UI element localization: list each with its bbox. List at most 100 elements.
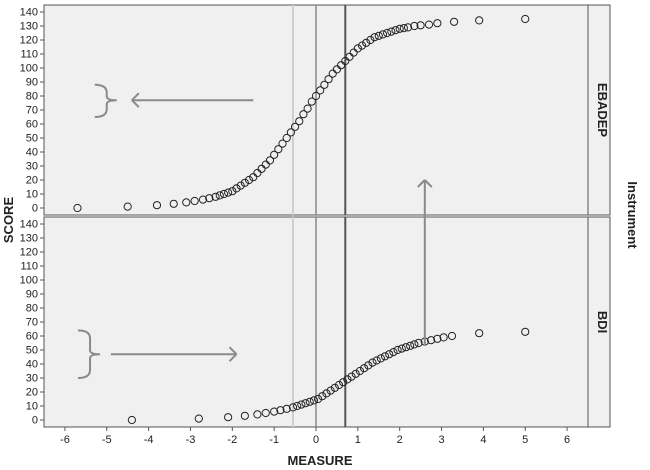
arrow-head	[228, 346, 238, 362]
y-tick-label: 0	[32, 415, 38, 427]
bracket-top	[94, 83, 117, 118]
data-point	[368, 358, 377, 367]
y-tick-label: 70	[26, 105, 38, 117]
data-point	[224, 413, 233, 422]
reference-lines	[291, 5, 347, 427]
y-tick-label: 90	[26, 289, 38, 301]
data-point	[387, 27, 396, 36]
data-point	[360, 364, 369, 373]
data-point	[328, 69, 337, 78]
y-tick-label: 60	[26, 119, 38, 131]
data-point	[299, 110, 308, 119]
data-point	[424, 20, 434, 29]
data-point	[303, 104, 312, 113]
data-point	[332, 65, 342, 74]
data-point	[355, 366, 365, 376]
y-tick-label: 80	[26, 303, 38, 315]
y-tick-label: 10	[26, 401, 38, 413]
data-point	[397, 344, 406, 353]
y-tick-label: 90	[26, 77, 38, 89]
data-point	[410, 21, 419, 31]
y-tick-label: 120	[20, 35, 38, 47]
data-point	[249, 173, 258, 182]
data-point	[257, 164, 266, 173]
data-point	[123, 202, 132, 211]
y-tick-label: 30	[26, 373, 38, 385]
data-point	[265, 156, 275, 165]
data-point	[320, 80, 329, 89]
x-tick-label: -2	[227, 434, 237, 446]
data-point	[334, 380, 344, 390]
data-point	[414, 338, 423, 348]
data-point	[341, 56, 350, 66]
data-point	[372, 356, 381, 365]
data-point	[426, 336, 436, 345]
x-tick-label: 1	[355, 434, 361, 446]
data-point	[253, 410, 262, 419]
data-point	[406, 341, 415, 350]
data-point	[274, 145, 283, 154]
data-point	[364, 361, 373, 370]
data-point	[401, 343, 411, 352]
data-point	[449, 17, 459, 26]
data-point	[261, 408, 270, 418]
y-tick-label: 100	[20, 63, 38, 75]
data-point	[278, 139, 287, 148]
data-point	[236, 181, 245, 190]
data-point	[322, 389, 331, 398]
data-point	[290, 122, 300, 131]
data-point	[475, 329, 484, 338]
y-tick-label: 30	[26, 161, 38, 173]
data-point	[198, 195, 208, 204]
data-point	[307, 97, 316, 106]
data-point	[276, 406, 285, 415]
data-point	[152, 201, 162, 210]
data-point	[219, 189, 229, 199]
data-point	[211, 192, 220, 201]
x-tick-label: -4	[144, 434, 154, 446]
data-point	[345, 52, 354, 61]
y-tick-label: 140	[20, 219, 38, 231]
data-point	[378, 30, 388, 39]
y-tick-label: 130	[20, 233, 38, 245]
data-point	[205, 194, 214, 203]
data-point	[244, 175, 254, 185]
data-point	[73, 203, 82, 213]
tick-marks	[40, 11, 568, 431]
data-point	[228, 187, 237, 196]
arrow-head	[417, 179, 433, 188]
data-point	[380, 352, 390, 361]
data-point	[439, 333, 448, 342]
data-point	[374, 31, 383, 40]
data-point	[169, 199, 178, 208]
data-point	[521, 14, 530, 24]
data-point	[347, 372, 356, 381]
y-tick-label: 70	[26, 317, 38, 329]
panel-frames	[43, 4, 611, 428]
data-point	[288, 403, 298, 412]
data-point	[224, 188, 233, 197]
data-point	[357, 41, 367, 50]
data-point	[282, 404, 291, 413]
data-points	[73, 14, 530, 425]
data-point	[295, 117, 304, 126]
y-axis-title: SCORE	[1, 197, 16, 244]
data-point	[337, 61, 346, 70]
x-tick-label: 6	[564, 434, 570, 446]
data-point	[182, 198, 191, 207]
data-point	[324, 75, 333, 84]
tick-labels: 0102030405060708090100110120130140010203…	[20, 7, 570, 447]
y-tick-label: 40	[26, 359, 38, 371]
x-tick-label: -3	[186, 434, 196, 446]
strip-ebadep	[587, 4, 611, 216]
data-point	[383, 28, 392, 38]
y-tick-label: 20	[26, 387, 38, 399]
data-point	[410, 340, 419, 349]
y-tick-label: 50	[26, 345, 38, 357]
x-tick-label: 2	[397, 434, 403, 446]
data-point	[330, 383, 339, 392]
data-point	[391, 26, 400, 35]
x-axis-title: MEASURE	[287, 453, 352, 468]
x-tick-label: 0	[313, 434, 319, 446]
y-tick-label: 80	[26, 91, 38, 103]
